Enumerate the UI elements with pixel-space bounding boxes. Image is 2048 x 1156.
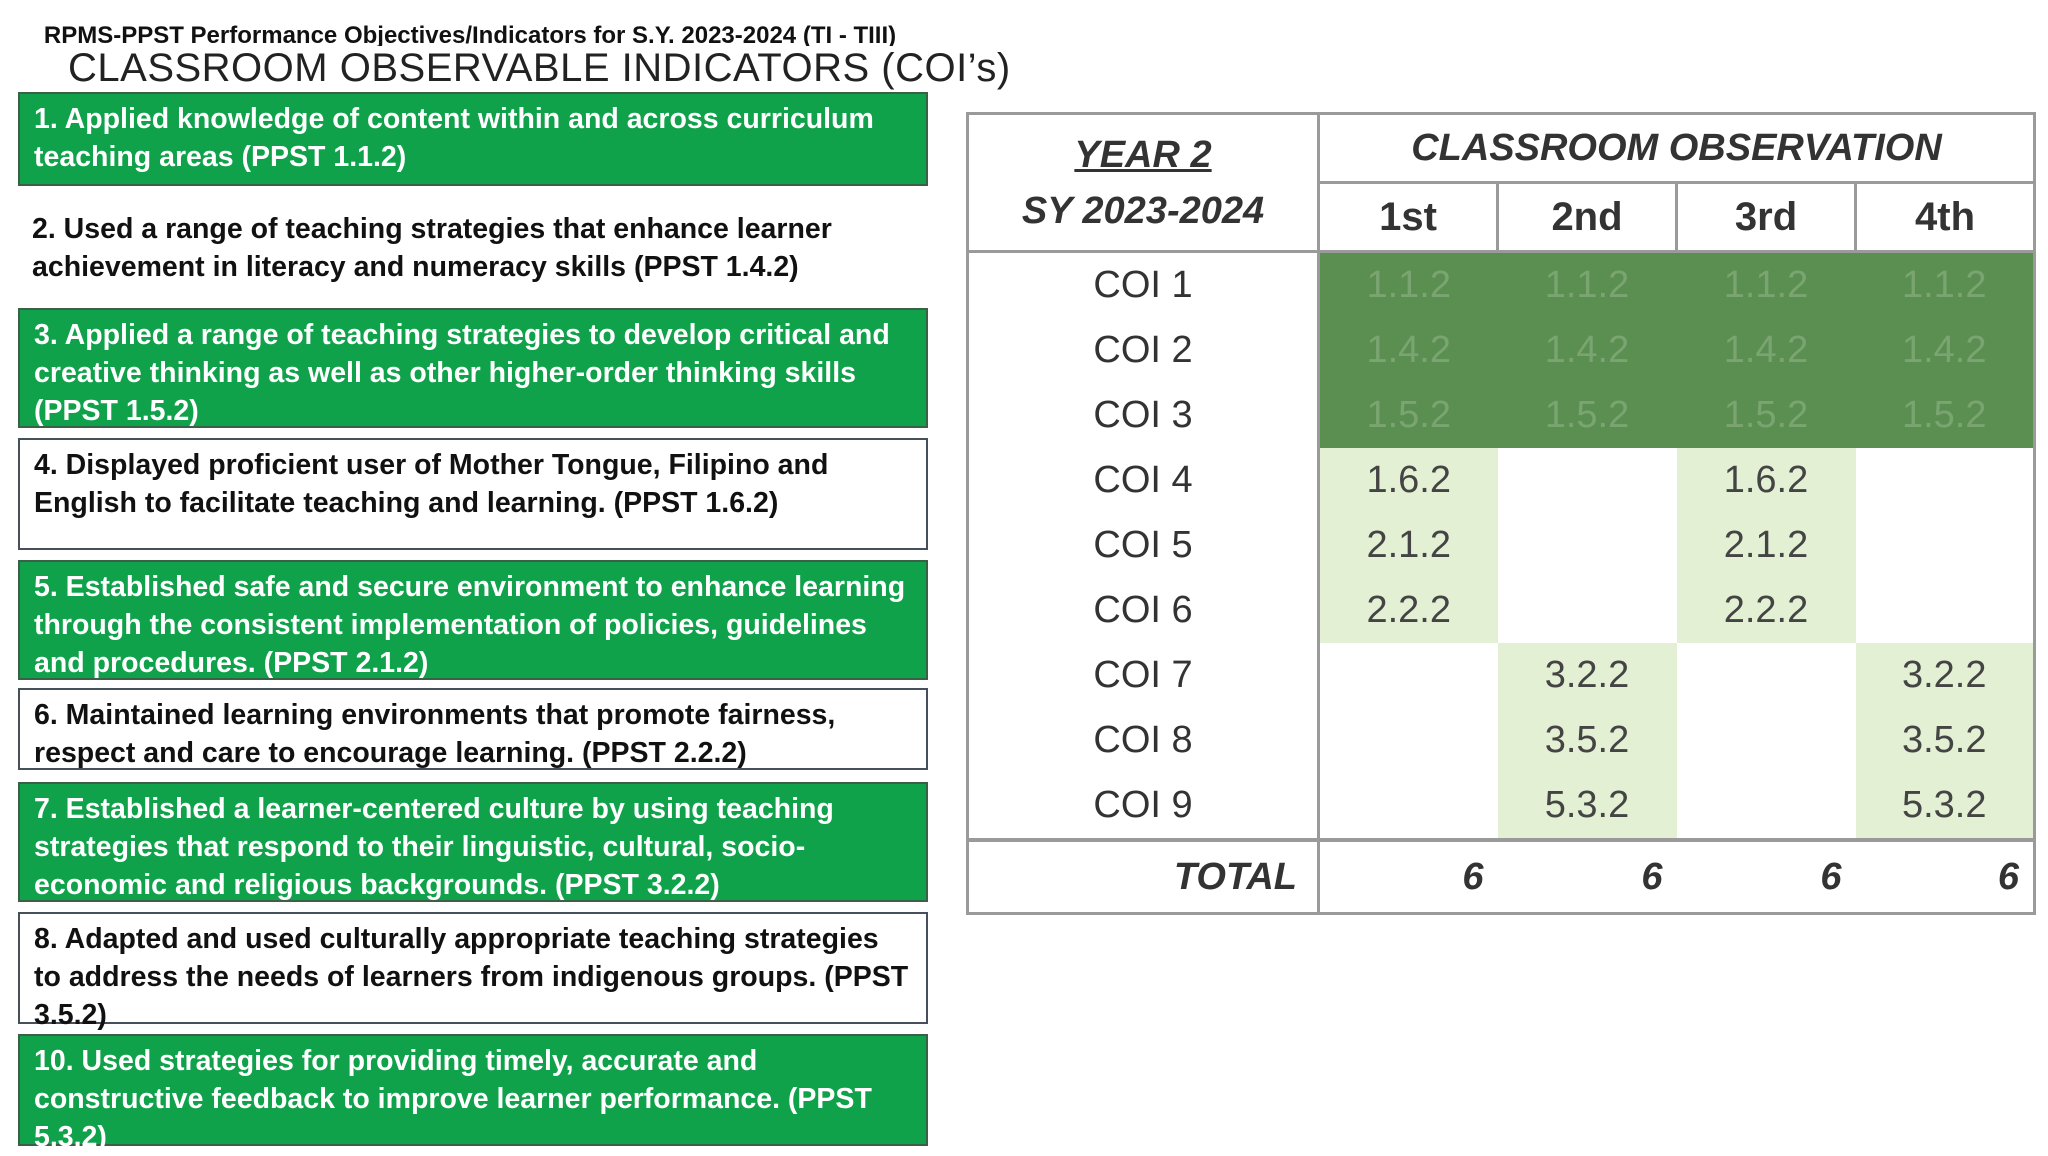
coi-cell: 2.2.2 — [1676, 578, 1856, 643]
coi-row-label: COI 7 — [967, 643, 1320, 708]
table-row: COI 1 1.1.2 1.1.2 1.1.2 1.1.2 — [967, 251, 2035, 318]
indicator-3: 3. Applied a range of teaching strategie… — [18, 308, 928, 428]
table-row: COI 7 3.2.2 3.2.2 — [967, 643, 2035, 708]
indicator-8: 8. Adapted and used culturally appropria… — [18, 912, 928, 1031]
school-year-label: SY 2023-2024 — [1021, 189, 1265, 232]
indicator-2: 2. Used a range of teaching strategies t… — [18, 204, 928, 294]
quarter-header-2nd: 2nd — [1496, 182, 1677, 253]
coi-cell — [1676, 773, 1856, 840]
quarter-header-1st: 1st — [1318, 182, 1498, 253]
coi-cell: 2.2.2 — [1318, 578, 1498, 643]
coi-cell — [1855, 448, 2035, 513]
coi-cell: 2.1.2 — [1676, 513, 1856, 578]
classroom-observation-header: CLASSROOM OBSERVATION — [1318, 113, 2035, 184]
table-row: COI 8 3.5.2 3.5.2 — [967, 708, 2035, 773]
indicator-10: 10. Used strategies for providing timely… — [18, 1034, 928, 1153]
coi-row-label: COI 8 — [967, 708, 1320, 773]
coi-cell: 5.3.2 — [1497, 773, 1677, 840]
total-3rd: 6 — [1676, 838, 1856, 914]
coi-cell: 1.1.2 — [1676, 251, 1856, 318]
coi-cell: 1.6.2 — [1318, 448, 1498, 513]
indicator-5: 5. Established safe and secure environme… — [18, 560, 928, 680]
coi-cell: 1.1.2 — [1855, 251, 2035, 318]
coi-rows: COI 1 1.1.2 1.1.2 1.1.2 1.1.2 COI 2 1.4.2 1.4.2… — [967, 251, 2035, 840]
coi-cell — [1855, 578, 2035, 643]
coi-row-label: COI 9 — [967, 773, 1320, 840]
coi-cell: 1.5.2 — [1855, 383, 2035, 448]
total-label: TOTAL — [967, 838, 1320, 914]
coi-cell — [1676, 708, 1856, 773]
total-1st: 6 — [1318, 838, 1498, 914]
coi-cell — [1676, 643, 1856, 708]
total-4th: 6 — [1855, 838, 2035, 914]
coi-cell — [1497, 513, 1677, 578]
total-2nd: 6 — [1497, 838, 1677, 914]
table-row: COI 2 1.4.2 1.4.2 1.4.2 1.4.2 — [967, 318, 2035, 383]
coi-row-label: COI 6 — [967, 578, 1320, 643]
coi-cell: 3.2.2 — [1497, 643, 1677, 708]
coi-row-label: COI 5 — [967, 513, 1320, 578]
indicator-7: 7. Established a learner-centered cultur… — [18, 782, 928, 902]
coi-cell: 1.6.2 — [1676, 448, 1856, 513]
coi-cell: 1.5.2 — [1318, 383, 1498, 448]
year-header-cell: YEAR 2 SY 2023-2024 — [967, 113, 1320, 253]
coi-cell: 1.5.2 — [1497, 383, 1677, 448]
year-label: YEAR 2 — [1074, 133, 1212, 176]
coi-cell: 1.4.2 — [1497, 318, 1677, 383]
indicator-6: 6. Maintained learning environments that… — [18, 688, 928, 770]
page-title: CLASSROOM OBSERVABLE INDICATORS (COI’s) — [60, 46, 1019, 91]
page-subtitle: RPMS-PPST Performance Objectives/Indicat… — [43, 22, 897, 49]
coi-cell: 3.5.2 — [1855, 708, 2035, 773]
indicator-4: 4. Displayed proficient user of Mother T… — [18, 438, 928, 550]
indicator-1: 1. Applied knowledge of content within a… — [18, 92, 928, 186]
table-row: COI 5 2.1.2 2.1.2 — [967, 513, 2035, 578]
coi-cell — [1497, 578, 1677, 643]
classroom-observation-table: YEAR 2 SY 2023-2024 CLASSROOM OBSERVATIO… — [966, 112, 2036, 915]
coi-row-label: COI 3 — [967, 383, 1320, 448]
coi-cell — [1318, 773, 1498, 840]
coi-cell: 1.4.2 — [1855, 318, 2035, 383]
coi-cell: 5.3.2 — [1855, 773, 2035, 840]
table-row: COI 3 1.5.2 1.5.2 1.5.2 1.5.2 — [967, 383, 2035, 448]
table-row: COI 4 1.6.2 1.6.2 — [967, 448, 2035, 513]
coi-cell — [1318, 643, 1498, 708]
coi-cell — [1497, 448, 1677, 513]
table-row: COI 6 2.2.2 2.2.2 — [967, 578, 2035, 643]
quarter-header-3rd: 3rd — [1675, 182, 1856, 253]
coi-cell: 3.2.2 — [1855, 643, 2035, 708]
coi-cell: 1.1.2 — [1497, 251, 1677, 318]
quarter-header-4th: 4th — [1854, 182, 2035, 253]
total-row: TOTAL 6 6 6 6 — [967, 838, 2035, 914]
coi-cell: 1.1.2 — [1318, 251, 1498, 318]
coi-cell: 1.5.2 — [1676, 383, 1856, 448]
coi-cell — [1855, 513, 2035, 578]
coi-cell: 1.4.2 — [1676, 318, 1856, 383]
coi-row-label: COI 4 — [967, 448, 1320, 513]
coi-row-label: COI 2 — [967, 318, 1320, 383]
coi-cell: 1.4.2 — [1318, 318, 1498, 383]
coi-cell: 3.5.2 — [1497, 708, 1677, 773]
coi-cell — [1318, 708, 1498, 773]
table-row: COI 9 5.3.2 5.3.2 — [967, 773, 2035, 840]
coi-row-label: COI 1 — [967, 251, 1320, 318]
coi-cell: 2.1.2 — [1318, 513, 1498, 578]
